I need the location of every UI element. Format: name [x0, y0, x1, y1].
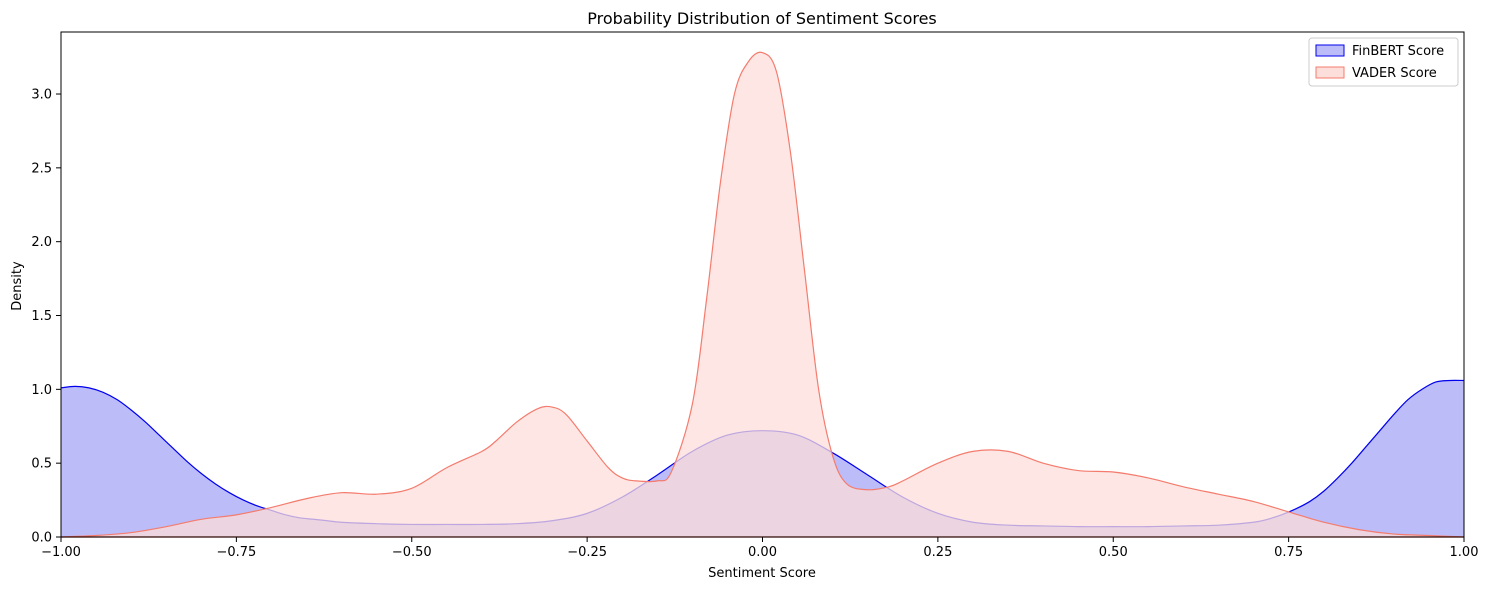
- chart-title: Probability Distribution of Sentiment Sc…: [587, 9, 937, 28]
- x-tick-label: 0.75: [1274, 545, 1303, 560]
- series-line-vader: [60, 51, 1465, 538]
- legend: FinBERT Score VADER Score: [1308, 37, 1459, 87]
- y-tick-label: 1.0: [31, 383, 52, 398]
- y-tick-label: 1.5: [31, 309, 52, 324]
- legend-swatch-vader: [1315, 66, 1345, 79]
- legend-label-vader: VADER Score: [1352, 66, 1437, 81]
- y-tick-label: 3.0: [31, 88, 52, 103]
- y-tick-label: 2.0: [31, 235, 52, 250]
- legend-label-finbert: FinBERT Score: [1352, 44, 1444, 59]
- y-tick-label: 2.5: [31, 161, 52, 176]
- x-axis-label: Sentiment Score: [708, 566, 816, 581]
- y-tick-label: 0.0: [31, 531, 52, 546]
- x-tick-label: −0.25: [567, 545, 607, 560]
- plot-area: [60, 51, 1465, 538]
- x-tick-label: 0.50: [1099, 545, 1128, 560]
- x-tick-label: −0.75: [216, 545, 256, 560]
- legend-swatch-finbert: [1315, 44, 1345, 57]
- y-tick-label: 0.5: [31, 457, 52, 472]
- x-tick-label: 1.00: [1450, 545, 1479, 560]
- x-axis: −1.00 −0.75 −0.50 −0.25 0.00 0.25 0.50 0.75 1.00: [41, 537, 1478, 560]
- x-tick-label: −1.00: [41, 545, 81, 560]
- x-tick-label: 0.25: [923, 545, 952, 560]
- y-axis: 0.0 0.5 1.0 1.5 2.0 2.5 3.0: [31, 88, 61, 546]
- legend-box: [1308, 37, 1459, 87]
- x-tick-label: 0.00: [748, 545, 777, 560]
- x-tick-label: −0.50: [392, 545, 432, 560]
- series-area-vader: [61, 52, 1464, 538]
- y-axis-label: Density: [10, 261, 25, 311]
